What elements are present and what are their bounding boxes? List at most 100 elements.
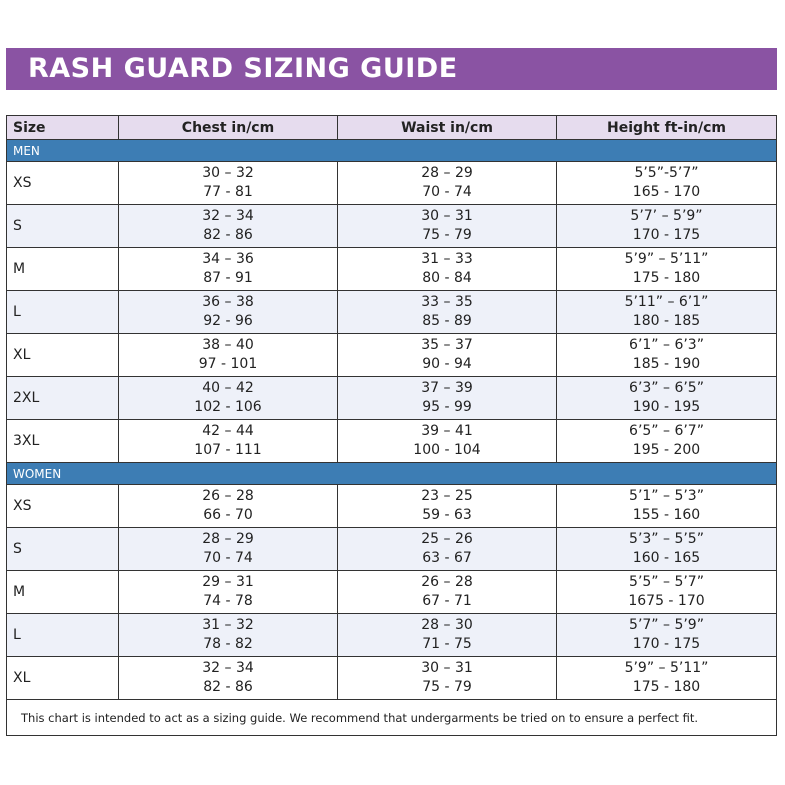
metric-range: 71 - 75 bbox=[422, 636, 472, 652]
metric-range: 165 - 170 bbox=[632, 184, 701, 200]
imperial-range: 5’3” – 5’5” bbox=[629, 531, 704, 547]
footnote: This chart is intended to act as a sizin… bbox=[21, 710, 698, 725]
section-header: WOMEN bbox=[7, 463, 776, 485]
measure-cell: 5’5” – 5’7” 1675 - 170 bbox=[557, 571, 776, 614]
metric-range: 195 - 200 bbox=[632, 442, 701, 458]
measure-cell: 23 – 25 59 - 63 bbox=[338, 485, 557, 528]
measure-cell: 28 – 30 71 - 75 bbox=[338, 614, 557, 657]
column-header: Chest in/cm bbox=[119, 116, 338, 140]
measure-cell: 28 – 29 70 - 74 bbox=[119, 528, 338, 571]
imperial-range: 29 – 31 bbox=[202, 574, 254, 590]
size-table: Size Chest in/cm Waist in/cm Height ft-in/c… bbox=[6, 115, 777, 736]
measure-cell: 5’3” – 5’5” 160 - 165 bbox=[557, 528, 776, 571]
metric-range: 175 - 180 bbox=[632, 679, 701, 695]
metric-range: 59 - 63 bbox=[422, 507, 472, 523]
imperial-range: 5’1” – 5’3” bbox=[629, 488, 704, 504]
size-cell: M bbox=[7, 248, 119, 291]
measure-cell: 35 – 37 90 - 94 bbox=[338, 334, 557, 377]
measure-cell: 6’5” – 6’7” 195 - 200 bbox=[557, 420, 776, 463]
size-cell: S bbox=[7, 205, 119, 248]
metric-range: 90 - 94 bbox=[422, 356, 472, 372]
size-cell: XS bbox=[7, 162, 119, 205]
metric-range: 100 - 104 bbox=[413, 442, 481, 458]
metric-range: 1675 - 170 bbox=[628, 593, 705, 609]
measure-cell: 38 – 40 97 - 101 bbox=[119, 334, 338, 377]
imperial-range: 5’5” – 5’7” bbox=[629, 574, 704, 590]
imperial-range: 23 – 25 bbox=[421, 488, 473, 504]
metric-range: 85 - 89 bbox=[422, 313, 472, 329]
metric-range: 175 - 180 bbox=[632, 270, 701, 286]
measure-cell: 39 – 41 100 - 104 bbox=[338, 420, 557, 463]
title-banner: RASH GUARD SIZING GUIDE bbox=[6, 48, 777, 90]
imperial-range: 5’9” – 5’11” bbox=[624, 660, 709, 676]
metric-range: 185 - 190 bbox=[632, 356, 701, 372]
imperial-range: 36 – 38 bbox=[202, 294, 254, 310]
metric-range: 75 - 79 bbox=[422, 679, 472, 695]
metric-range: 102 - 106 bbox=[194, 399, 262, 415]
measure-cell: 30 – 31 75 - 79 bbox=[338, 657, 557, 700]
imperial-range: 33 – 35 bbox=[421, 294, 473, 310]
imperial-range: 28 – 30 bbox=[421, 617, 473, 633]
measure-cell: 42 – 44 107 - 111 bbox=[119, 420, 338, 463]
metric-range: 78 - 82 bbox=[203, 636, 253, 652]
metric-range: 155 - 160 bbox=[632, 507, 701, 523]
imperial-range: 39 – 41 bbox=[421, 423, 473, 439]
imperial-range: 37 – 39 bbox=[421, 380, 473, 396]
imperial-range: 6’3” – 6’5” bbox=[629, 380, 704, 396]
imperial-range: 31 – 33 bbox=[421, 251, 473, 267]
imperial-range: 5’7’ – 5’9” bbox=[630, 208, 703, 224]
size-cell: L bbox=[7, 291, 119, 334]
metric-range: 190 - 195 bbox=[632, 399, 701, 415]
measure-cell: 31 – 33 80 - 84 bbox=[338, 248, 557, 291]
measure-cell: 5’7’ – 5’9” 170 - 175 bbox=[557, 205, 776, 248]
metric-range: 92 - 96 bbox=[203, 313, 253, 329]
measure-cell: 33 – 35 85 - 89 bbox=[338, 291, 557, 334]
imperial-range: 26 – 28 bbox=[202, 488, 254, 504]
measure-cell: 36 – 38 92 - 96 bbox=[119, 291, 338, 334]
imperial-range: 6’1” – 6’3” bbox=[629, 337, 704, 353]
measure-cell: 30 – 32 77 - 81 bbox=[119, 162, 338, 205]
metric-range: 70 - 74 bbox=[422, 184, 472, 200]
measure-cell: 25 – 26 63 - 67 bbox=[338, 528, 557, 571]
metric-range: 160 - 165 bbox=[632, 550, 701, 566]
size-cell: S bbox=[7, 528, 119, 571]
measure-cell: 31 – 32 78 - 82 bbox=[119, 614, 338, 657]
measure-cell: 32 – 34 82 - 86 bbox=[119, 657, 338, 700]
imperial-range: 30 – 32 bbox=[202, 165, 254, 181]
metric-range: 107 - 111 bbox=[194, 442, 262, 458]
metric-range: 74 - 78 bbox=[203, 593, 253, 609]
measure-cell: 34 – 36 87 - 91 bbox=[119, 248, 338, 291]
measure-cell: 6’1” – 6’3” 185 - 190 bbox=[557, 334, 776, 377]
measure-cell: 5’7” – 5’9” 170 - 175 bbox=[557, 614, 776, 657]
measure-cell: 5’9” – 5’11” 175 - 180 bbox=[557, 248, 776, 291]
measure-cell: 26 – 28 66 - 70 bbox=[119, 485, 338, 528]
metric-range: 87 - 91 bbox=[203, 270, 253, 286]
section-header: MEN bbox=[7, 140, 776, 162]
metric-range: 63 - 67 bbox=[422, 550, 472, 566]
measure-cell: 29 – 31 74 - 78 bbox=[119, 571, 338, 614]
imperial-range: 5’11” – 6’1” bbox=[624, 294, 709, 310]
metric-range: 67 - 71 bbox=[422, 593, 472, 609]
imperial-range: 32 – 34 bbox=[202, 208, 254, 224]
measure-cell: 26 – 28 67 - 71 bbox=[338, 571, 557, 614]
measure-cell: 40 – 42 102 - 106 bbox=[119, 377, 338, 420]
column-header: Waist in/cm bbox=[338, 116, 557, 140]
metric-range: 97 - 101 bbox=[198, 356, 258, 372]
size-cell: M bbox=[7, 571, 119, 614]
metric-range: 82 - 86 bbox=[203, 679, 253, 695]
measure-cell: 28 – 29 70 - 74 bbox=[338, 162, 557, 205]
measure-cell: 32 – 34 82 - 86 bbox=[119, 205, 338, 248]
metric-range: 180 - 185 bbox=[632, 313, 701, 329]
size-cell: XL bbox=[7, 657, 119, 700]
metric-range: 77 - 81 bbox=[203, 184, 253, 200]
imperial-range: 28 – 29 bbox=[421, 165, 473, 181]
imperial-range: 31 – 32 bbox=[202, 617, 254, 633]
imperial-range: 5’9” – 5’11” bbox=[624, 251, 709, 267]
measure-cell: 5’11” – 6’1” 180 - 185 bbox=[557, 291, 776, 334]
size-cell: L bbox=[7, 614, 119, 657]
measure-cell: 5’9” – 5’11” 175 - 180 bbox=[557, 657, 776, 700]
imperial-range: 38 – 40 bbox=[202, 337, 254, 353]
imperial-range: 5’5”-5’7” bbox=[634, 165, 699, 181]
size-cell: 2XL bbox=[7, 377, 119, 420]
